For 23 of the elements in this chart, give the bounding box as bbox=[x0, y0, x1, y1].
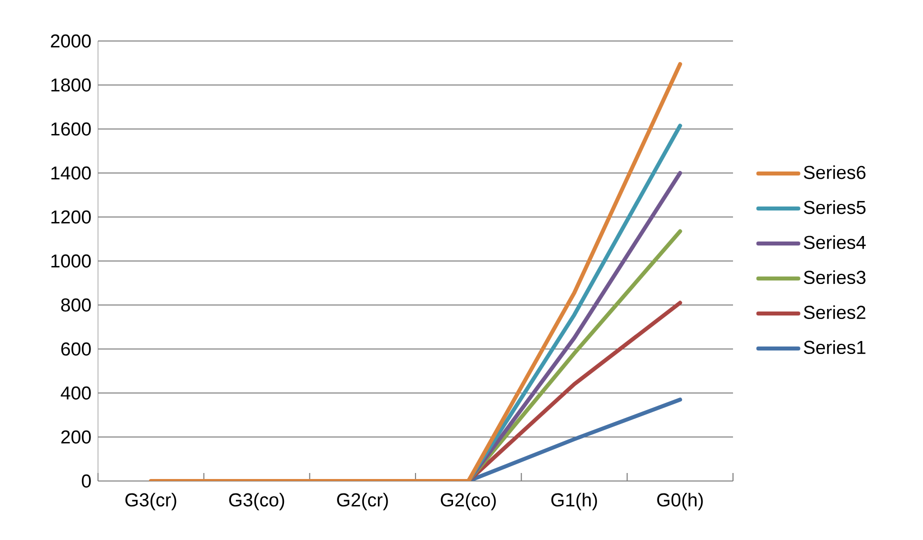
legend-label: Series3 bbox=[804, 270, 866, 284]
y-tick-label: 1800 bbox=[51, 78, 91, 92]
y-tick-label: 1200 bbox=[51, 210, 91, 224]
legend-label: Series2 bbox=[804, 305, 866, 320]
y-tick-label: 0 bbox=[82, 474, 91, 488]
legend-label: Series5 bbox=[804, 200, 866, 214]
x-tick-label: G2(co) bbox=[440, 492, 496, 510]
y-tick-label: 1000 bbox=[51, 254, 91, 268]
legend-label: Series1 bbox=[804, 340, 866, 354]
legend-label: Series6 bbox=[804, 165, 866, 180]
y-tick-label: 400 bbox=[60, 386, 91, 400]
x-tick-label: G3(co) bbox=[229, 492, 284, 510]
legend-label: Series4 bbox=[804, 235, 866, 250]
x-tick-label: G3(cr) bbox=[125, 492, 176, 510]
y-tick-label: 600 bbox=[61, 342, 91, 356]
y-tick-label: 1400 bbox=[51, 166, 91, 180]
x-tick-label: G0(h) bbox=[657, 492, 703, 510]
y-tick-label: 1600 bbox=[51, 122, 91, 136]
x-tick-label: G2(cr) bbox=[337, 492, 388, 510]
y-tick-label: 2000 bbox=[50, 34, 91, 48]
y-tick-label: 200 bbox=[61, 430, 91, 444]
x-tick-label: G1(h) bbox=[551, 492, 597, 510]
y-tick-label: 800 bbox=[61, 298, 91, 312]
